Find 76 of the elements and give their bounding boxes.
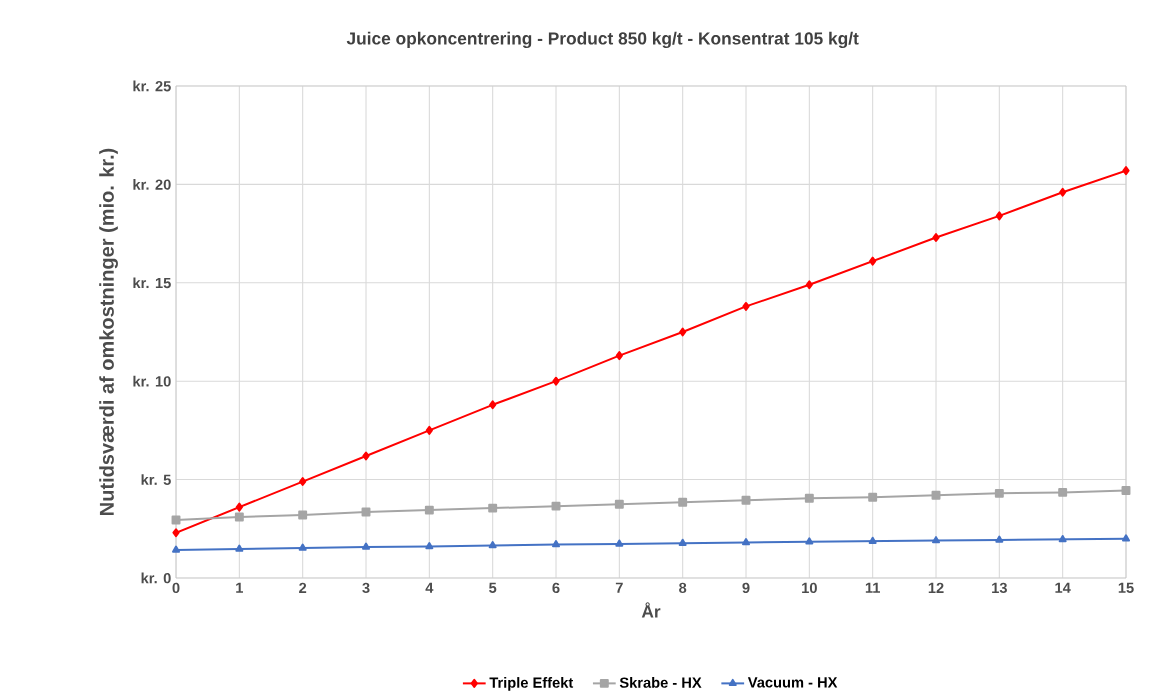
point	[489, 400, 497, 410]
point	[1122, 534, 1130, 542]
point	[995, 211, 1003, 221]
y-tick-label: kr. 5	[141, 474, 171, 485]
point	[488, 541, 497, 549]
point	[995, 535, 1004, 543]
point	[868, 492, 878, 502]
point	[1059, 187, 1067, 197]
y-tick-label: kr. 15	[133, 277, 171, 289]
x-tick-label: 13	[992, 582, 1007, 594]
x-tick-label: 7	[615, 582, 623, 593]
point	[679, 327, 687, 337]
chart-title: Juice opkoncentrering - Product 850 kg/t - Konsentrat 105 kg/t	[346, 31, 859, 49]
point	[804, 493, 814, 503]
point	[361, 507, 371, 517]
point	[1058, 487, 1068, 497]
point	[425, 542, 434, 550]
point	[742, 301, 750, 311]
legend-label: Triple Effekt	[489, 677, 574, 691]
point	[362, 451, 370, 461]
point	[805, 280, 813, 290]
x-tick-label: 3	[362, 582, 370, 594]
point	[678, 538, 687, 546]
legend-label: Vacuum - HX	[747, 677, 838, 688]
legend-label: Skrabe - HX	[619, 677, 702, 688]
x-tick-label: 5	[489, 582, 497, 593]
point	[1121, 485, 1131, 495]
point	[805, 537, 814, 545]
point	[299, 477, 307, 487]
x-axis-title: År	[641, 602, 661, 618]
x-tick-label: 6	[552, 582, 560, 594]
x-tick-label: 11	[865, 582, 880, 593]
x-tick-label: 0	[172, 582, 180, 594]
point	[868, 536, 877, 544]
point	[298, 543, 307, 551]
x-tick-label: 15	[1118, 582, 1134, 593]
point	[551, 501, 561, 511]
point	[298, 510, 308, 520]
point	[488, 503, 498, 513]
x-tick-label: 10	[802, 582, 817, 594]
point	[869, 256, 877, 266]
y-axis-title: Nutidsværdi af omkostninger (mio. kr.)	[99, 148, 118, 515]
y-tick-label: kr. 25	[133, 80, 171, 92]
point	[424, 505, 434, 515]
point	[1058, 534, 1067, 543]
point	[552, 376, 560, 386]
point	[932, 233, 940, 242]
point	[172, 528, 180, 538]
point	[615, 539, 624, 547]
point	[234, 512, 244, 522]
point	[171, 515, 181, 525]
x-tick-label: 8	[679, 582, 687, 594]
y-tick-label: kr. 0	[141, 572, 171, 584]
point	[235, 544, 244, 552]
point	[362, 542, 371, 550]
point	[742, 538, 751, 546]
x-tick-label: 2	[299, 582, 307, 593]
point	[552, 540, 561, 548]
x-tick-label: 9	[742, 582, 750, 594]
point	[678, 497, 688, 507]
point	[741, 495, 751, 505]
point	[235, 502, 243, 512]
y-tick-label: kr. 10	[133, 375, 171, 387]
x-tick-label: 14	[1055, 582, 1071, 593]
point	[615, 351, 623, 361]
point	[614, 499, 624, 509]
x-tick-label: 4	[425, 582, 434, 593]
point	[994, 488, 1004, 498]
point	[172, 545, 181, 553]
point	[425, 425, 433, 435]
x-tick-label: 12	[928, 582, 944, 593]
point	[1122, 166, 1130, 176]
y-tick-label: kr. 20	[133, 179, 171, 190]
x-tick-label: 1	[236, 582, 243, 593]
point	[931, 490, 941, 500]
point	[932, 536, 940, 544]
